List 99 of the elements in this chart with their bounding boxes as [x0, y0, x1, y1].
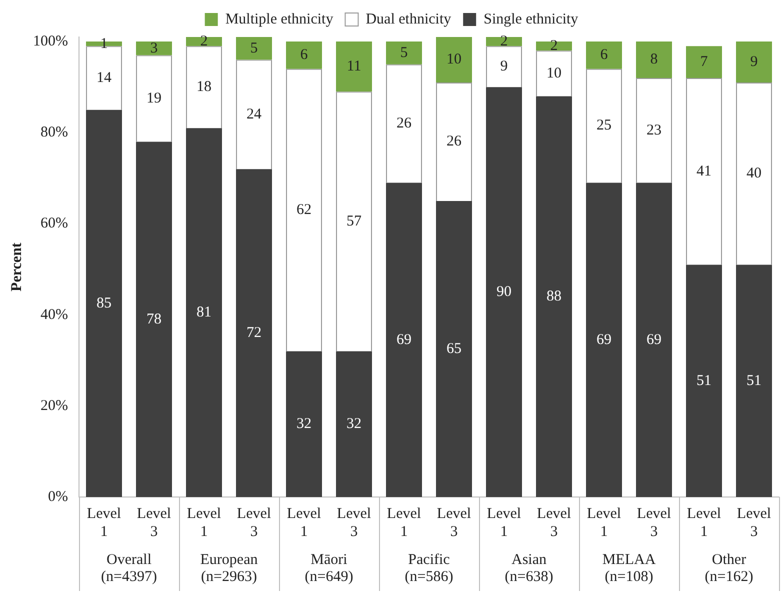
- y-axis-title: Percent: [8, 242, 25, 292]
- bar: [136, 142, 172, 497]
- data-label: 85: [96, 295, 112, 312]
- x-tick-label: Level 1: [286, 506, 322, 540]
- data-label: 78: [146, 311, 162, 328]
- bar: [236, 37, 272, 60]
- data-label: 32: [296, 416, 312, 432]
- data-label: 11: [346, 58, 362, 75]
- data-label: 32: [346, 416, 362, 432]
- bar: [536, 96, 572, 497]
- legend-label: Dual ethnicity: [366, 11, 452, 28]
- x-tick-label: Level 3: [636, 506, 672, 540]
- data-label: 19: [146, 90, 162, 106]
- data-label: 7: [700, 54, 708, 70]
- x-tick-label: Level 3: [236, 506, 272, 540]
- x-tick-label: Level 1: [386, 506, 422, 540]
- bar: [386, 42, 422, 64]
- bar: [186, 128, 222, 497]
- y-tick-label: 40%: [40, 306, 68, 323]
- data-label: 69: [596, 332, 612, 348]
- x-tick-label: Level 3: [436, 506, 472, 540]
- data-label: 5: [400, 44, 408, 61]
- data-label: 57: [346, 213, 362, 230]
- y-tick-label: 60%: [40, 216, 68, 232]
- data-label: 69: [646, 332, 662, 348]
- data-label: 8: [650, 52, 658, 68]
- x-tick-label: Level 3: [136, 506, 172, 540]
- bar: [186, 37, 222, 46]
- legend-label: Multiple ethnicity: [225, 11, 334, 28]
- data-label: 25: [596, 118, 612, 134]
- x-tick-label: Level 3: [736, 506, 772, 540]
- y-tick-label: 20%: [40, 398, 68, 414]
- bar: [286, 351, 322, 497]
- data-label: 24: [246, 106, 262, 122]
- bar: [686, 264, 722, 497]
- bar: [336, 42, 372, 92]
- y-tick-label: 100%: [32, 33, 68, 50]
- data-label: 6: [300, 47, 308, 64]
- data-label: 26: [396, 115, 412, 132]
- data-label: 10: [546, 65, 562, 82]
- data-label: 40: [746, 166, 762, 182]
- data-label: 2: [500, 33, 508, 50]
- bar: [486, 87, 522, 497]
- x-tick-label: Level 1: [486, 506, 522, 540]
- y-tick-label: 80%: [40, 124, 68, 141]
- data-label: 88: [546, 288, 562, 305]
- x-tick-label: Level 1: [586, 506, 622, 540]
- data-label: 6: [600, 47, 608, 64]
- data-label: 23: [646, 122, 662, 138]
- x-tick-label: Level 1: [86, 506, 122, 540]
- data-label: 65: [446, 340, 462, 357]
- data-label: 26: [446, 134, 462, 150]
- bar: [436, 37, 472, 83]
- bar: [586, 42, 622, 69]
- text: European (n=2963): [200, 552, 258, 585]
- data-label: 18: [196, 79, 212, 96]
- data-label: 2: [200, 33, 208, 50]
- bar: [736, 42, 772, 83]
- data-label: 5: [250, 40, 258, 56]
- text: Māori (n=649): [304, 552, 354, 585]
- data-label: 9: [500, 58, 508, 75]
- data-label: 9: [750, 54, 758, 70]
- bar: [286, 42, 322, 69]
- data-label: 69: [396, 332, 412, 348]
- data-label: 62: [296, 202, 312, 218]
- bar: [236, 169, 272, 497]
- bar: [636, 182, 672, 497]
- x-tick-label: Level 1: [186, 506, 222, 540]
- data-label: 72: [246, 324, 262, 341]
- text: Asian (n=638): [504, 552, 554, 585]
- x-tick-label: Level 3: [536, 506, 572, 540]
- bar: [136, 42, 172, 56]
- data-label: 51: [746, 372, 762, 389]
- bar: [686, 46, 722, 78]
- bar: [86, 110, 122, 497]
- text: Overall (n=4397): [101, 552, 157, 585]
- bar: [736, 264, 772, 497]
- bar: [436, 200, 472, 497]
- y-tick-label: 0%: [48, 488, 68, 505]
- bar: [336, 351, 372, 497]
- data-label: 51: [696, 372, 712, 389]
- bar: [636, 42, 672, 78]
- data-label: 3: [150, 40, 158, 56]
- data-label: 41: [696, 163, 712, 180]
- text: Other (n=162): [704, 552, 754, 585]
- x-tick-label: Level 3: [336, 506, 372, 540]
- data-label: 90: [496, 284, 512, 300]
- text: MELAA (n=108): [602, 552, 656, 585]
- data-label: 10: [446, 52, 462, 68]
- legend-label: Single ethnicity: [484, 11, 579, 28]
- bar: [386, 182, 422, 497]
- text: Pacific (n=586): [404, 552, 454, 585]
- bar: [586, 182, 622, 497]
- bar: [486, 37, 522, 46]
- data-label: 14: [96, 70, 112, 86]
- data-label: 81: [196, 304, 212, 320]
- x-tick-label: Level 1: [686, 506, 722, 540]
- data-label: 2: [550, 38, 558, 54]
- bar: [536, 42, 572, 51]
